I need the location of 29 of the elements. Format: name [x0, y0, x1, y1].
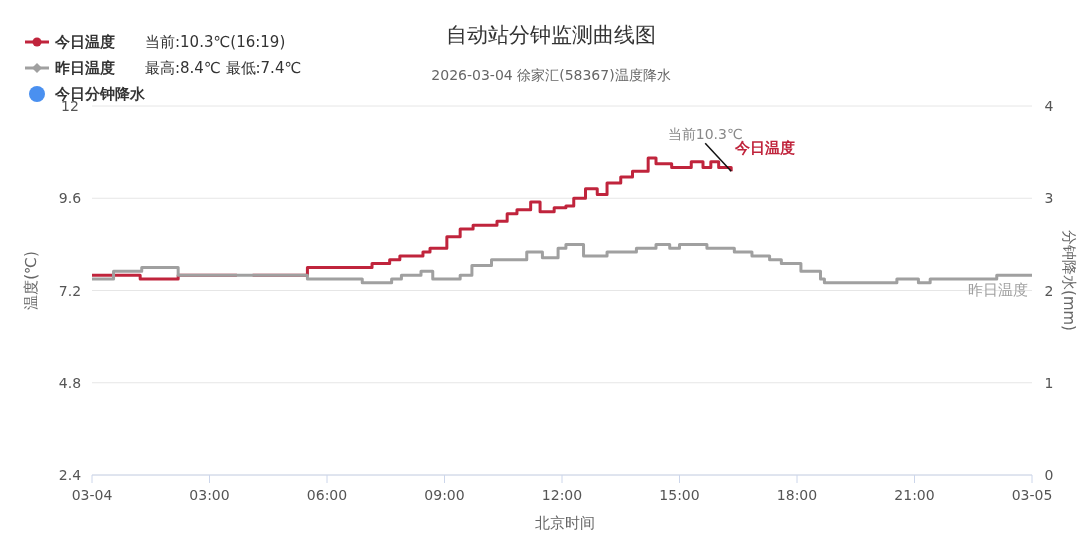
x-tick-label: 09:00: [424, 487, 465, 503]
x-tick-label: 03-04: [71, 487, 113, 503]
text: 当前:10.3℃(16:19): [145, 33, 286, 51]
y-axis-title: 温度(℃): [22, 251, 40, 310]
x-tick-label: 21:00: [894, 487, 935, 503]
y2-tick-label: 1: [1044, 374, 1054, 391]
x-tick-label: 06:00: [306, 487, 348, 503]
y2-tick-label: 2: [1044, 282, 1054, 299]
chart-subtitle: 2026-03-04 徐家汇(58367)温度降水: [431, 67, 671, 83]
y2-tick-label: 3: [1044, 190, 1054, 207]
y-tick-label: 7.2: [58, 282, 82, 299]
y2-axis-title: 分钟降水(mm): [1060, 230, 1078, 331]
y-tick-label: 9.6: [58, 190, 82, 207]
x-tick-label: 03-05: [1011, 487, 1053, 503]
x-tick-label: 03:00: [189, 487, 230, 503]
text: 最高:8.4℃ 最低:7.4℃: [145, 59, 302, 77]
y-tick-label: 4.8: [58, 374, 82, 391]
y2-tick-label: 4: [1044, 98, 1054, 114]
x-tick-label: 12:00: [541, 487, 583, 503]
text: 昨日温度: [968, 281, 1028, 300]
y2-tick-label: 0: [1044, 467, 1054, 483]
legend-label: 今日温度: [54, 33, 115, 51]
x-tick-label: 15:00: [659, 487, 700, 503]
legend-label: 昨日温度: [55, 59, 115, 77]
x-tick-label: 18:00: [776, 487, 818, 503]
x-axis-title: 北京时间: [535, 514, 595, 532]
y-tick-label: 2.4: [58, 467, 82, 483]
chart-title: 自动站分钟监测曲线图: [446, 23, 656, 47]
text: 今日温度: [735, 139, 796, 158]
